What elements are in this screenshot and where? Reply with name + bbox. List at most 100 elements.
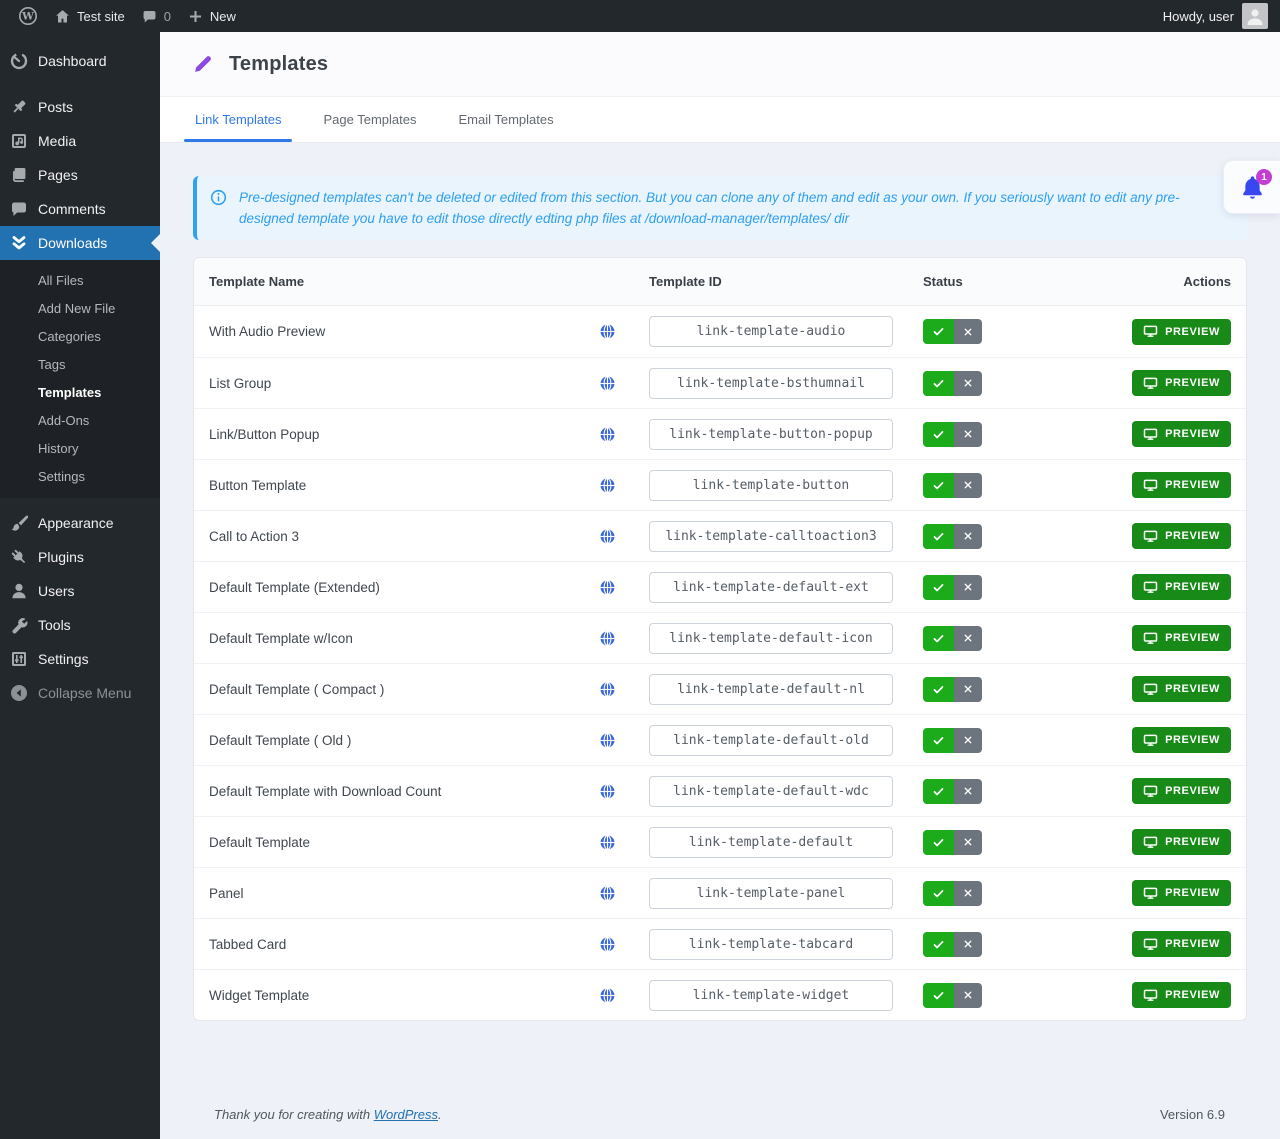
tab-email-templates[interactable]: Email Templates — [456, 112, 555, 142]
status-disable-button[interactable] — [954, 881, 982, 906]
status-disable-button[interactable] — [954, 983, 982, 1008]
template-id-input[interactable] — [649, 316, 893, 347]
x-icon — [963, 990, 973, 1000]
status-enable-button[interactable] — [923, 473, 954, 498]
template-id-input[interactable] — [649, 572, 893, 603]
template-id-input[interactable] — [649, 419, 893, 450]
notification-bell-widget[interactable]: 1 — [1223, 160, 1280, 214]
template-id-input[interactable] — [649, 368, 893, 399]
submenu-item-add-ons[interactable]: Add-Ons — [0, 406, 160, 434]
sidebar-item-label: Comments — [38, 201, 106, 217]
avatar[interactable] — [1242, 3, 1268, 29]
status-enable-button[interactable] — [923, 575, 954, 600]
status-disable-button[interactable] — [954, 779, 982, 804]
status-enable-button[interactable] — [923, 728, 954, 753]
x-icon — [963, 531, 973, 541]
status-disable-button[interactable] — [954, 677, 982, 702]
sidebar-item-users[interactable]: Users — [0, 574, 160, 608]
column-header-template-name: Template Name — [209, 274, 599, 289]
template-name: Panel — [209, 886, 599, 901]
status-enable-button[interactable] — [923, 422, 954, 447]
template-id-input[interactable] — [649, 980, 893, 1011]
sidebar-item-comments[interactable]: Comments — [0, 192, 160, 226]
template-name: List Group — [209, 376, 599, 391]
template-id-input[interactable] — [649, 725, 893, 756]
status-enable-button[interactable] — [923, 524, 954, 549]
template-id-input[interactable] — [649, 470, 893, 501]
status-cell — [893, 371, 1132, 396]
status-disable-button[interactable] — [954, 422, 982, 447]
comments-bubble[interactable]: 0 — [133, 0, 179, 32]
preview-button[interactable]: PREVIEW — [1132, 523, 1231, 549]
tab-link-templates[interactable]: Link Templates — [193, 112, 283, 142]
preview-button[interactable]: PREVIEW — [1132, 319, 1231, 345]
status-enable-button[interactable] — [923, 626, 954, 651]
preview-button[interactable]: PREVIEW — [1132, 778, 1231, 804]
template-id-input[interactable] — [649, 521, 893, 552]
template-id-input[interactable] — [649, 623, 893, 654]
status-enable-button[interactable] — [923, 677, 954, 702]
wordpress-link[interactable]: WordPress — [374, 1107, 438, 1122]
preview-button[interactable]: PREVIEW — [1132, 829, 1231, 855]
template-id-input[interactable] — [649, 878, 893, 909]
sidebar-item-media[interactable]: Media — [0, 124, 160, 158]
sidebar-item-plugins[interactable]: Plugins — [0, 540, 160, 574]
status-disable-button[interactable] — [954, 473, 982, 498]
preview-button[interactable]: PREVIEW — [1132, 472, 1231, 498]
status-cell — [893, 830, 1132, 855]
template-id-input[interactable] — [649, 827, 893, 858]
status-disable-button[interactable] — [954, 932, 982, 957]
preview-button[interactable]: PREVIEW — [1132, 676, 1231, 702]
status-disable-button[interactable] — [954, 626, 982, 651]
preview-button[interactable]: PREVIEW — [1132, 625, 1231, 651]
template-name: Default Template w/Icon — [209, 631, 599, 646]
sidebar-item-settings[interactable]: Settings — [0, 642, 160, 676]
status-enable-button[interactable] — [923, 779, 954, 804]
submenu-item-tags[interactable]: Tags — [0, 350, 160, 378]
sidebar-item-posts[interactable]: Posts — [0, 90, 160, 124]
template-id-input[interactable] — [649, 674, 893, 705]
preview-button[interactable]: PREVIEW — [1132, 574, 1231, 600]
site-menu[interactable]: Test site — [46, 0, 133, 32]
template-id-input[interactable] — [649, 776, 893, 807]
preview-button[interactable]: PREVIEW — [1132, 931, 1231, 957]
status-disable-button[interactable] — [954, 319, 982, 344]
preview-button[interactable]: PREVIEW — [1132, 727, 1231, 753]
submenu-item-categories[interactable]: Categories — [0, 322, 160, 350]
page-header: Templates — [160, 32, 1280, 96]
preview-button[interactable]: PREVIEW — [1132, 880, 1231, 906]
tab-page-templates[interactable]: Page Templates — [321, 112, 418, 142]
status-disable-button[interactable] — [954, 371, 982, 396]
status-enable-button[interactable] — [923, 881, 954, 906]
preview-button[interactable]: PREVIEW — [1132, 370, 1231, 396]
sidebar-item-pages[interactable]: Pages — [0, 158, 160, 192]
status-enable-button[interactable] — [923, 932, 954, 957]
status-disable-button[interactable] — [954, 524, 982, 549]
submenu-item-all-files[interactable]: All Files — [0, 266, 160, 294]
submenu-item-settings[interactable]: Settings — [0, 462, 160, 490]
submenu-item-templates[interactable]: Templates — [0, 378, 160, 406]
sidebar-item-tools[interactable]: Tools — [0, 608, 160, 642]
submenu-item-history[interactable]: History — [0, 434, 160, 462]
new-menu[interactable]: New — [179, 0, 244, 32]
status-disable-button[interactable] — [954, 728, 982, 753]
monitor-icon — [1143, 529, 1158, 544]
monitor-icon — [1143, 376, 1158, 391]
status-disable-button[interactable] — [954, 575, 982, 600]
status-enable-button[interactable] — [923, 319, 954, 344]
info-icon — [210, 189, 227, 206]
sidebar-item-downloads[interactable]: Downloads — [0, 226, 160, 260]
template-id-input[interactable] — [649, 929, 893, 960]
sidebar-item-collapse-menu[interactable]: Collapse Menu — [0, 676, 160, 710]
preview-button[interactable]: PREVIEW — [1132, 982, 1231, 1008]
submenu-item-add-new-file[interactable]: Add New File — [0, 294, 160, 322]
sidebar-item-appearance[interactable]: Appearance — [0, 506, 160, 540]
wordpress-logo[interactable]: W — [10, 0, 46, 32]
status-enable-button[interactable] — [923, 983, 954, 1008]
status-disable-button[interactable] — [954, 830, 982, 855]
sidebar-item-dashboard[interactable]: Dashboard — [0, 44, 160, 78]
preview-button[interactable]: PREVIEW — [1132, 421, 1231, 447]
status-enable-button[interactable] — [923, 830, 954, 855]
status-enable-button[interactable] — [923, 371, 954, 396]
x-icon — [963, 939, 973, 949]
